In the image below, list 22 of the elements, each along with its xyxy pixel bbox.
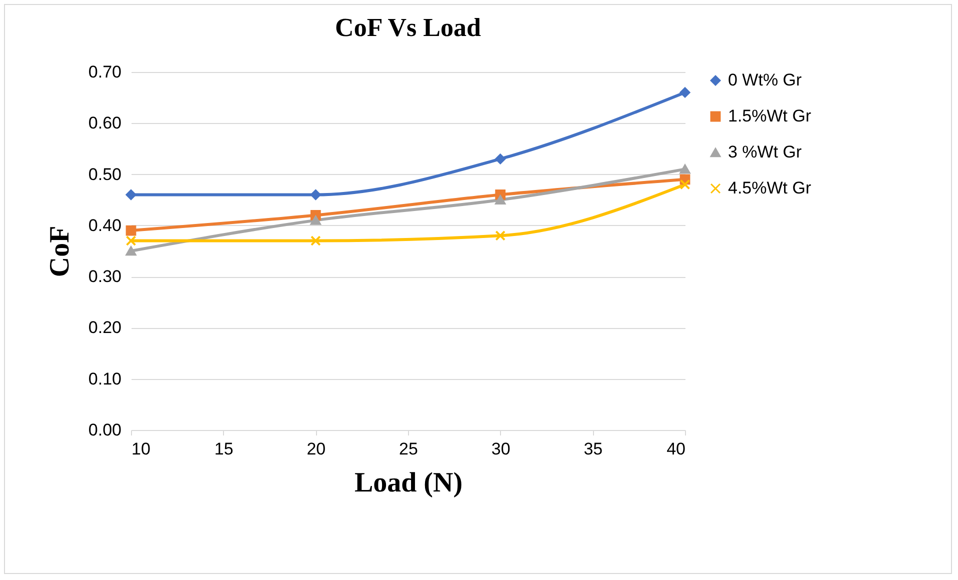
chart-title: CoF Vs Load [335,13,482,42]
x-tick-label: 10 [132,440,150,458]
x-tick-label: 25 [399,440,418,458]
y-tick-label: 0.20 [88,318,122,338]
x-tick-label: 15 [214,440,234,458]
legend-label: 1.5%Wt Gr [728,106,812,126]
legend-label: 3 %Wt Gr [728,142,802,162]
x-tick-label: 30 [491,440,510,458]
y-tick-label: 0.00 [88,420,122,440]
legend-label: 4.5%Wt Gr [728,178,812,198]
y-tick-label: 0.30 [88,267,122,286]
x-axis-title: Load (N) [354,468,463,498]
y-tick-label: 0.60 [88,114,122,133]
x-tick-label: 40 [666,440,686,458]
legend-label: 0 Wt% Gr [728,70,802,90]
y-tick-label: 0.40 [88,216,122,235]
y-tick-label: 0.70 [88,62,122,82]
y-axis-title: CoF [44,226,76,278]
x-tick-label: 20 [306,440,326,458]
x-tick-label: 35 [584,440,603,458]
y-tick-label: 0.50 [88,164,122,184]
y-tick-label: 0.10 [88,369,122,388]
